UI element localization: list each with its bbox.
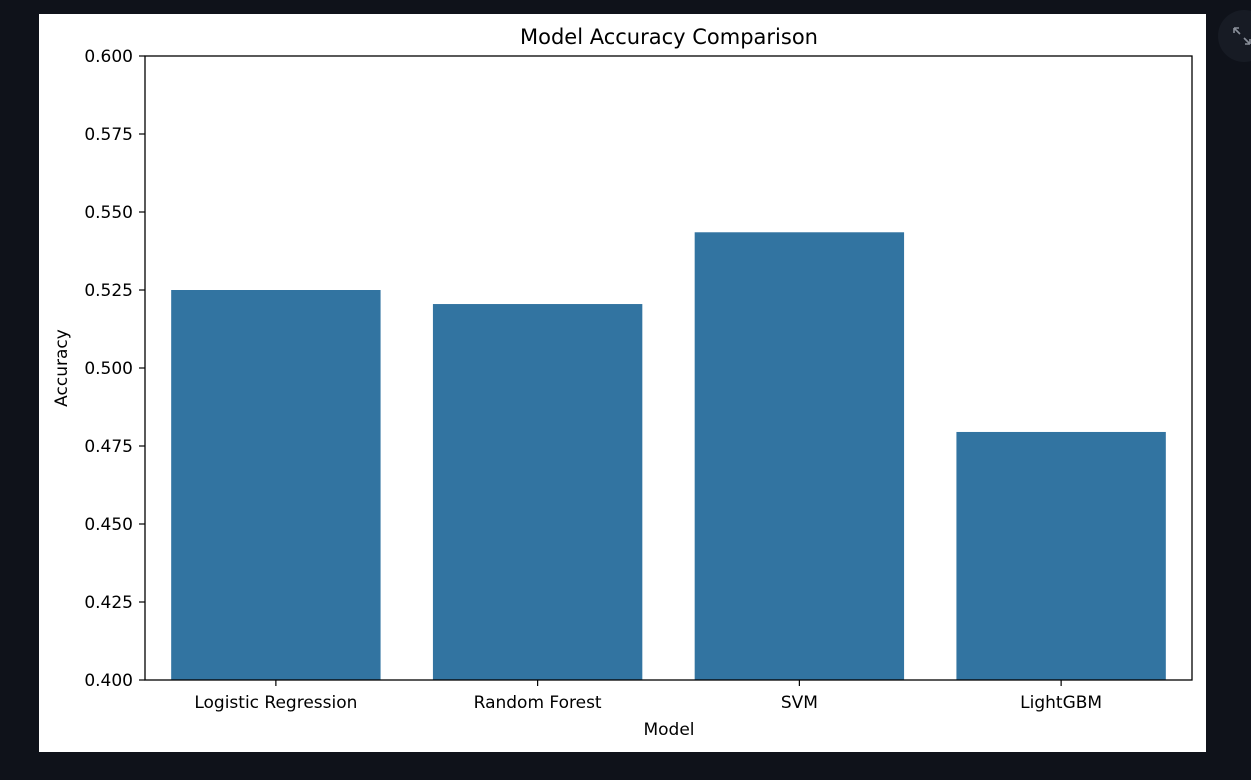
y-axis-label: Accuracy bbox=[52, 329, 72, 407]
bar-logistic-regression bbox=[171, 290, 381, 680]
chart-figure: Model Accuracy Comparison 0.400 0.425 0.45… bbox=[39, 14, 1206, 752]
y-tick-label: 0.425 bbox=[84, 593, 133, 613]
chart-title: Model Accuracy Comparison bbox=[520, 25, 818, 49]
expand-button[interactable] bbox=[1218, 10, 1251, 62]
bar-chart: Model Accuracy Comparison 0.400 0.425 0.45… bbox=[52, 25, 1193, 740]
bar-random-forest bbox=[432, 304, 643, 680]
y-tick-label: 0.500 bbox=[84, 359, 133, 379]
y-axis-ticks: 0.400 0.425 0.450 0.475 0.500 0.525 0.550 0.575… bbox=[84, 47, 145, 691]
y-tick-label: 0.550 bbox=[84, 203, 133, 223]
bar-svm bbox=[694, 232, 905, 680]
y-tick-label: 0.575 bbox=[84, 125, 133, 145]
y-tick-label: 0.475 bbox=[84, 437, 133, 457]
y-tick-label: 0.600 bbox=[84, 47, 133, 67]
x-tick-label: Random Forest bbox=[474, 693, 602, 713]
expand-icon bbox=[1233, 27, 1251, 45]
x-tick-label: SVM bbox=[781, 693, 818, 713]
x-axis-label: Model bbox=[643, 720, 694, 740]
x-tick-label: LightGBM bbox=[1020, 693, 1102, 713]
bars-group bbox=[171, 232, 1166, 680]
x-axis-ticks: Logistic Regression Random Forest SVM Light… bbox=[194, 680, 1102, 713]
y-tick-label: 0.450 bbox=[84, 515, 133, 535]
y-tick-label: 0.525 bbox=[84, 281, 133, 301]
y-tick-label: 0.400 bbox=[84, 671, 133, 691]
bar-lightgbm bbox=[956, 431, 1166, 680]
x-tick-label: Logistic Regression bbox=[194, 693, 357, 713]
plot-frame bbox=[144, 55, 1193, 681]
